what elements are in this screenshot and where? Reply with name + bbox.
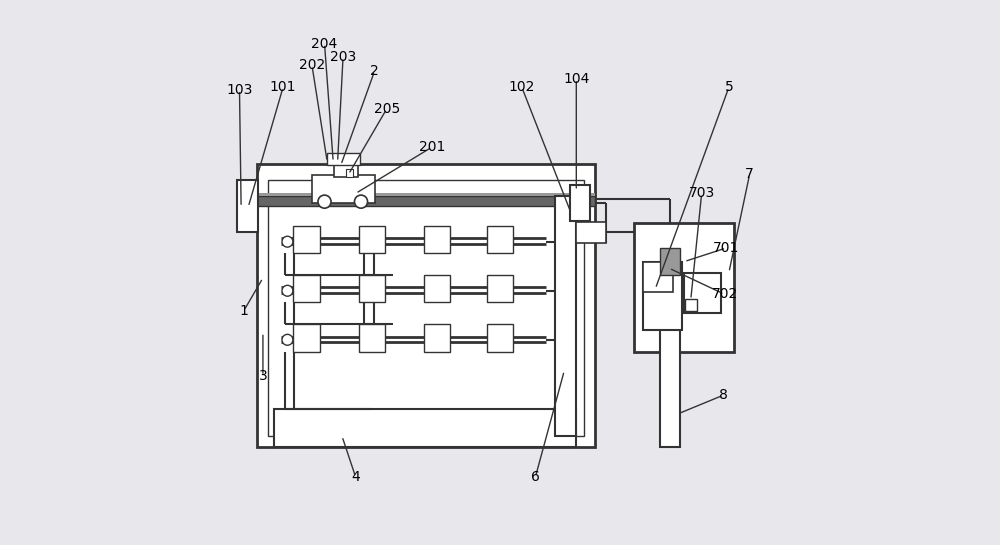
Text: 4: 4 bbox=[351, 470, 360, 484]
Bar bbox=[293, 275, 320, 302]
Bar bbox=[660, 248, 680, 275]
Bar bbox=[487, 324, 513, 352]
Circle shape bbox=[282, 335, 293, 346]
Bar bbox=[359, 226, 385, 253]
Bar bbox=[359, 324, 385, 352]
Bar bbox=[257, 164, 595, 447]
Bar bbox=[684, 272, 721, 313]
Bar bbox=[268, 180, 584, 436]
Circle shape bbox=[497, 287, 503, 293]
Circle shape bbox=[304, 238, 310, 244]
Circle shape bbox=[354, 195, 368, 208]
Text: 5: 5 bbox=[725, 80, 733, 94]
Circle shape bbox=[318, 195, 331, 208]
Bar bbox=[643, 262, 673, 292]
Circle shape bbox=[282, 286, 293, 296]
Bar bbox=[424, 324, 450, 352]
Bar bbox=[334, 162, 358, 177]
Circle shape bbox=[304, 336, 310, 342]
Bar bbox=[237, 180, 258, 232]
Circle shape bbox=[497, 336, 503, 342]
Text: 1: 1 bbox=[239, 304, 248, 318]
Circle shape bbox=[369, 287, 375, 293]
Bar bbox=[424, 226, 450, 253]
Text: 102: 102 bbox=[509, 80, 535, 94]
Bar bbox=[312, 175, 375, 203]
Text: 701: 701 bbox=[713, 241, 739, 255]
Bar bbox=[359, 275, 385, 302]
Bar bbox=[257, 193, 595, 196]
Circle shape bbox=[497, 238, 503, 244]
Bar bbox=[576, 222, 606, 243]
Bar bbox=[643, 262, 682, 330]
Text: 8: 8 bbox=[719, 388, 728, 402]
Bar bbox=[424, 275, 450, 302]
Text: 205: 205 bbox=[374, 102, 400, 116]
Text: 702: 702 bbox=[711, 287, 738, 301]
Text: 201: 201 bbox=[419, 140, 445, 154]
Circle shape bbox=[369, 336, 375, 342]
Text: 202: 202 bbox=[299, 58, 325, 72]
Bar bbox=[257, 196, 595, 206]
Text: 103: 103 bbox=[226, 83, 253, 97]
Text: 203: 203 bbox=[330, 50, 356, 64]
Bar bbox=[346, 169, 353, 177]
Circle shape bbox=[369, 238, 375, 244]
Bar bbox=[554, 196, 576, 436]
Text: 204: 204 bbox=[311, 37, 338, 51]
Bar bbox=[660, 275, 680, 447]
Bar bbox=[685, 299, 697, 311]
Bar bbox=[293, 226, 320, 253]
Circle shape bbox=[434, 336, 440, 342]
Bar bbox=[487, 226, 513, 253]
Text: 3: 3 bbox=[259, 369, 267, 383]
Circle shape bbox=[434, 287, 440, 293]
Bar bbox=[570, 185, 590, 221]
Bar bbox=[634, 223, 734, 352]
Circle shape bbox=[282, 237, 293, 247]
Text: 2: 2 bbox=[370, 64, 379, 78]
Text: 104: 104 bbox=[563, 72, 589, 86]
Bar bbox=[274, 409, 576, 447]
Text: 7: 7 bbox=[745, 167, 754, 181]
Bar bbox=[327, 153, 360, 165]
Text: 6: 6 bbox=[531, 470, 540, 484]
Bar bbox=[487, 275, 513, 302]
Text: 703: 703 bbox=[689, 186, 715, 201]
Circle shape bbox=[434, 238, 440, 244]
Bar bbox=[293, 324, 320, 352]
Text: 101: 101 bbox=[270, 80, 296, 94]
Circle shape bbox=[304, 287, 310, 293]
